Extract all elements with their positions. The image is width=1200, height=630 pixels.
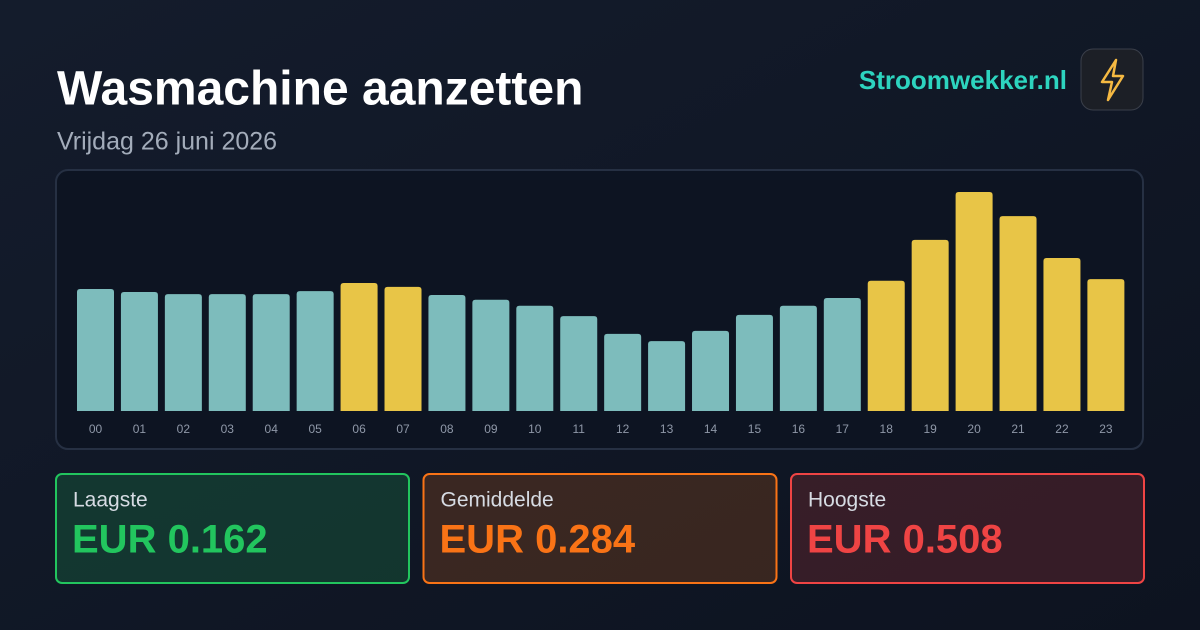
x-tick-label: 09 — [484, 422, 498, 436]
x-tick-label: 16 — [792, 422, 806, 436]
logo-bolt — [1100, 58, 1125, 102]
x-tick-label: 07 — [396, 422, 410, 436]
brand: Stroomwekker.nl — [859, 65, 1067, 95]
x-tick-label: 01 — [133, 422, 147, 436]
x-tick-label: 00 — [89, 422, 103, 436]
x-tick-label: 15 — [748, 422, 762, 436]
x-tick-label: 04 — [265, 422, 279, 436]
stat-value: EUR 0.508 — [807, 518, 1003, 562]
bar — [120, 292, 158, 411]
bar — [340, 282, 378, 411]
bar — [779, 305, 817, 411]
stat-label: Laagste — [73, 489, 148, 512]
x-tick-label: 12 — [616, 422, 630, 436]
x-tick-label: 14 — [704, 422, 718, 436]
bar — [911, 239, 949, 411]
x-tick-label: 13 — [660, 422, 674, 436]
bar — [604, 333, 642, 411]
bar — [823, 298, 861, 411]
subtitle: Vrijdag 26 juni 2026 — [57, 128, 277, 156]
stat-value: EUR 0.284 — [440, 518, 636, 562]
x-tick-label: 11 — [572, 422, 585, 436]
stat-box — [790, 473, 1145, 584]
bar — [867, 280, 905, 411]
x-tick-label: 21 — [1011, 422, 1025, 436]
x-tick-label: 05 — [308, 422, 322, 436]
x-tick-label: 10 — [528, 422, 542, 436]
bar — [999, 216, 1037, 411]
x-tick-label: 17 — [836, 422, 850, 436]
bar — [252, 294, 290, 411]
bar — [472, 299, 510, 411]
bar — [164, 294, 202, 411]
bar — [384, 286, 422, 411]
x-tick-label: 23 — [1099, 422, 1113, 436]
stat-label: Hoogste — [808, 489, 886, 512]
x-tick-label: 06 — [352, 422, 366, 436]
x-tick-label: 08 — [440, 422, 454, 436]
stat-value: EUR 0.162 — [72, 518, 268, 562]
bar — [516, 305, 554, 411]
x-tick-label: 19 — [923, 422, 937, 436]
title: Wasmachine aanzetten — [57, 63, 583, 116]
bar — [735, 314, 773, 411]
logo-box — [1080, 48, 1144, 111]
bar — [648, 341, 686, 411]
x-tick-label: 20 — [967, 422, 981, 436]
bar — [296, 291, 334, 411]
bar — [208, 294, 246, 411]
x-tick-label: 02 — [177, 422, 191, 436]
x-tick-label: 18 — [880, 422, 894, 436]
bar — [692, 330, 730, 411]
stat-label: Gemiddelde — [441, 489, 554, 512]
bar — [428, 295, 466, 411]
bar — [955, 192, 993, 411]
x-tick-label: 03 — [221, 422, 235, 436]
stat-box — [55, 473, 410, 584]
bar — [77, 288, 114, 411]
stat-box — [422, 473, 778, 584]
x-tick-label: 22 — [1055, 422, 1069, 436]
bar — [1087, 279, 1125, 411]
bar — [1043, 257, 1081, 411]
bar — [560, 316, 598, 411]
